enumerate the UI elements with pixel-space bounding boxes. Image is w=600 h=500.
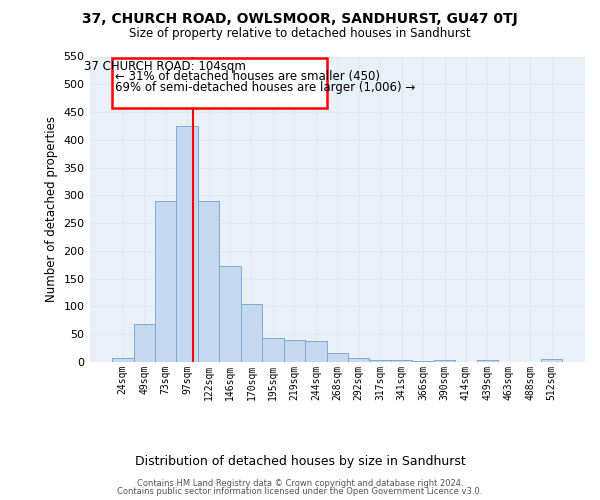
Bar <box>262 338 284 362</box>
Text: Size of property relative to detached houses in Sandhurst: Size of property relative to detached ho… <box>129 28 471 40</box>
Bar <box>370 360 391 362</box>
Bar <box>305 342 326 362</box>
Text: 37, CHURCH ROAD, OWLSMOOR, SANDHURST, GU47 0TJ: 37, CHURCH ROAD, OWLSMOOR, SANDHURST, GU… <box>82 12 518 26</box>
Text: Contains HM Land Registry data © Crown copyright and database right 2024.: Contains HM Land Registry data © Crown c… <box>137 478 463 488</box>
Text: Distribution of detached houses by size in Sandhurst: Distribution of detached houses by size … <box>134 455 466 468</box>
Bar <box>412 361 434 362</box>
Bar <box>434 360 455 362</box>
Bar <box>112 58 326 108</box>
Bar <box>241 304 262 362</box>
Bar <box>134 324 155 362</box>
Bar <box>476 360 498 362</box>
Bar <box>284 340 305 362</box>
Text: 37 CHURCH ROAD: 104sqm: 37 CHURCH ROAD: 104sqm <box>83 60 245 74</box>
Text: ← 31% of detached houses are smaller (450): ← 31% of detached houses are smaller (45… <box>115 70 380 84</box>
Bar <box>541 359 562 362</box>
Bar <box>326 352 348 362</box>
Bar <box>220 266 241 362</box>
Bar <box>391 360 412 362</box>
Bar <box>198 201 220 362</box>
Text: 69% of semi-detached houses are larger (1,006) →: 69% of semi-detached houses are larger (… <box>115 81 416 94</box>
Bar <box>155 201 176 362</box>
Y-axis label: Number of detached properties: Number of detached properties <box>45 116 58 302</box>
Bar <box>176 126 198 362</box>
Bar <box>348 358 370 362</box>
Bar <box>112 358 134 362</box>
Text: Contains public sector information licensed under the Open Government Licence v3: Contains public sector information licen… <box>118 487 482 496</box>
